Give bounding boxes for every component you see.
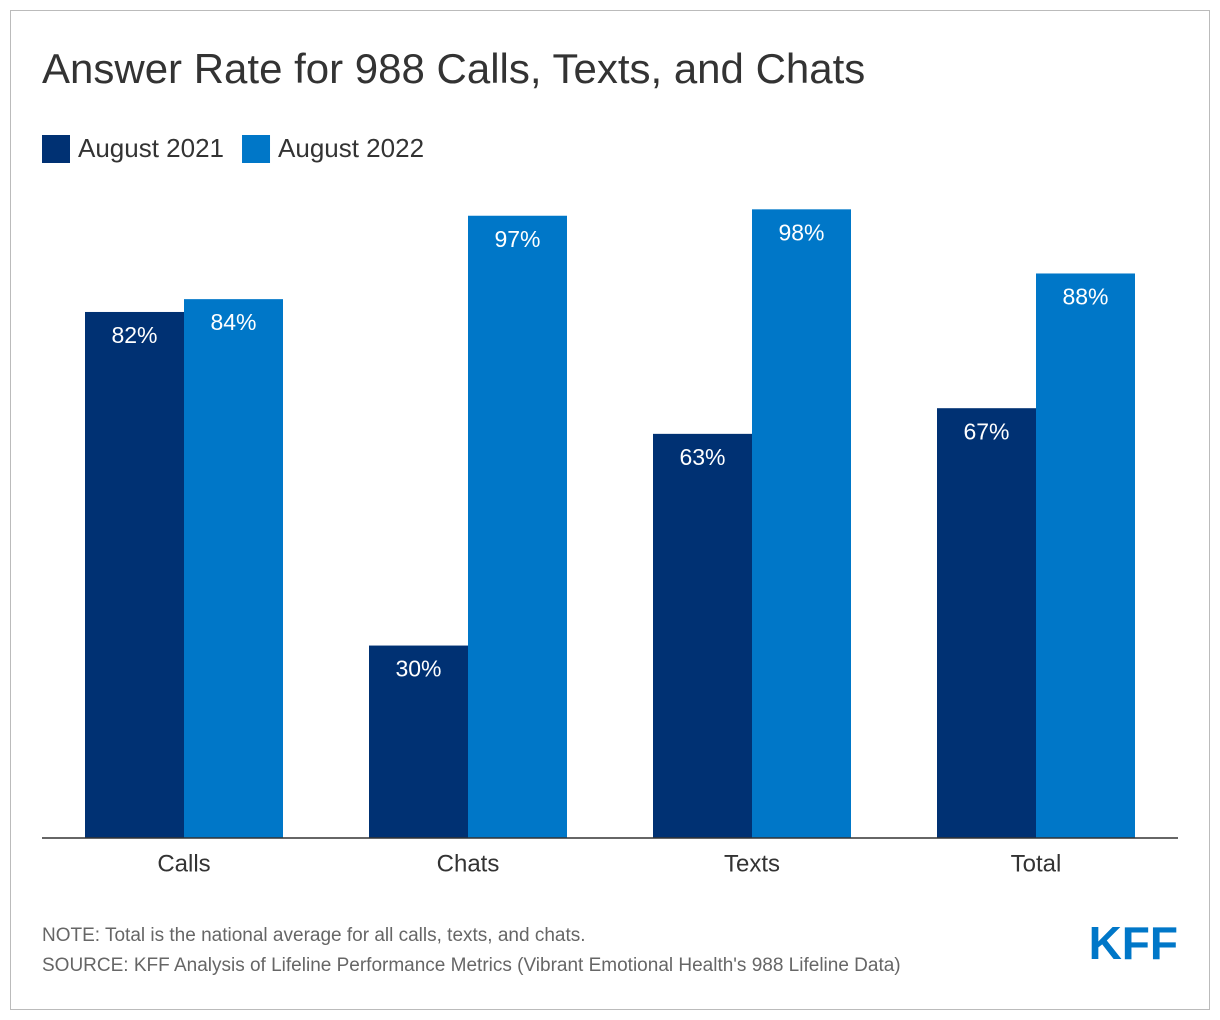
- bar: [752, 209, 851, 838]
- legend-swatch: [42, 135, 70, 163]
- bar: [653, 433, 752, 838]
- bar: [468, 215, 567, 838]
- value-label: 97%: [494, 226, 540, 252]
- x-tick-label: Chats: [437, 850, 500, 877]
- value-label: 82%: [111, 322, 157, 348]
- bar: [369, 645, 468, 838]
- value-label: 88%: [1062, 284, 1108, 310]
- value-label: 98%: [778, 219, 824, 245]
- chart-title: Answer Rate for 988 Calls, Texts, and Ch…: [42, 45, 865, 92]
- source: SOURCE: KFF Analysis of Lifeline Perform…: [42, 955, 901, 976]
- bar: [1036, 273, 1135, 839]
- note: NOTE: Total is the national average for …: [42, 925, 586, 946]
- legend-swatch: [242, 135, 271, 163]
- x-tick-label: Total: [1011, 850, 1062, 877]
- bar: [184, 299, 283, 838]
- legend-label: August 2021: [78, 133, 224, 163]
- legend-label: August 2022: [278, 133, 424, 163]
- value-label: 63%: [679, 444, 725, 470]
- value-label: 67%: [963, 418, 1009, 444]
- x-tick-label: Calls: [157, 850, 210, 877]
- x-tick-label: Texts: [724, 850, 780, 877]
- value-label: 84%: [210, 309, 256, 335]
- bar: [937, 408, 1036, 838]
- value-label: 30%: [395, 656, 441, 682]
- bar: [85, 311, 184, 839]
- logo: KFF: [1089, 917, 1178, 969]
